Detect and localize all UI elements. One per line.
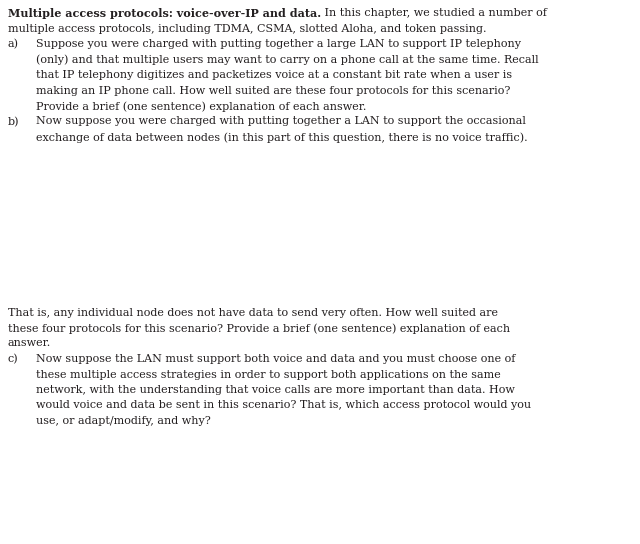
Text: Multiple access protocols: voice-over-IP and data.: Multiple access protocols: voice-over-IP… <box>8 8 321 19</box>
Text: b): b) <box>8 116 19 127</box>
Text: that IP telephony digitizes and packetizes voice at a constant bit rate when a u: that IP telephony digitizes and packetiz… <box>36 70 512 80</box>
Text: That is, any individual node does not have data to send very often. How well sui: That is, any individual node does not ha… <box>8 307 498 318</box>
Text: Suppose you were charged with putting together a large LAN to support IP telepho: Suppose you were charged with putting to… <box>36 39 521 49</box>
Text: would voice and data be sent in this scenario? That is, which access protocol wo: would voice and data be sent in this sce… <box>36 400 531 411</box>
Text: making an IP phone call. How well suited are these four protocols for this scena: making an IP phone call. How well suited… <box>36 85 510 96</box>
Text: c): c) <box>8 354 19 364</box>
Text: a): a) <box>8 39 19 50</box>
Text: exchange of data between nodes (in this part of this question, there is no voice: exchange of data between nodes (in this … <box>36 132 527 143</box>
Text: these multiple access strategies in order to support both applications on the sa: these multiple access strategies in orde… <box>36 369 500 380</box>
Text: Provide a brief (one sentence) explanation of each answer.: Provide a brief (one sentence) explanati… <box>36 101 366 112</box>
Text: these four protocols for this scenario? Provide a brief (one sentence) explanati: these four protocols for this scenario? … <box>8 323 510 333</box>
Text: Now suppose you were charged with putting together a LAN to support the occasion: Now suppose you were charged with puttin… <box>36 116 526 127</box>
Text: network, with the understanding that voice calls are more important than data. H: network, with the understanding that voi… <box>36 385 515 395</box>
Text: (only) and that multiple users may want to carry on a phone call at the same tim: (only) and that multiple users may want … <box>36 54 539 65</box>
Text: In this chapter, we studied a number of: In this chapter, we studied a number of <box>321 8 547 18</box>
Text: Now suppose the LAN must support both voice and data and you must choose one of: Now suppose the LAN must support both vo… <box>36 354 515 364</box>
Text: use, or adapt/modify, and why?: use, or adapt/modify, and why? <box>36 416 211 426</box>
Text: multiple access protocols, including TDMA, CSMA, slotted Aloha, and token passin: multiple access protocols, including TDM… <box>8 23 486 34</box>
Text: answer.: answer. <box>8 338 51 349</box>
